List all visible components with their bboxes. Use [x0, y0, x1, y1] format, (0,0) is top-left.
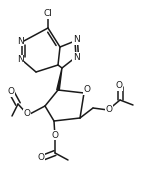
Text: O: O	[38, 154, 45, 163]
Text: O: O	[52, 131, 59, 140]
Text: N: N	[73, 36, 79, 45]
Text: N: N	[17, 37, 23, 46]
Text: O: O	[105, 105, 112, 114]
Text: N: N	[17, 55, 23, 64]
Polygon shape	[57, 68, 62, 90]
Text: O: O	[24, 109, 31, 118]
Text: O: O	[83, 86, 90, 95]
Text: O: O	[7, 88, 14, 97]
Text: O: O	[116, 81, 123, 90]
Text: N: N	[73, 53, 79, 62]
Text: Cl: Cl	[44, 10, 52, 19]
